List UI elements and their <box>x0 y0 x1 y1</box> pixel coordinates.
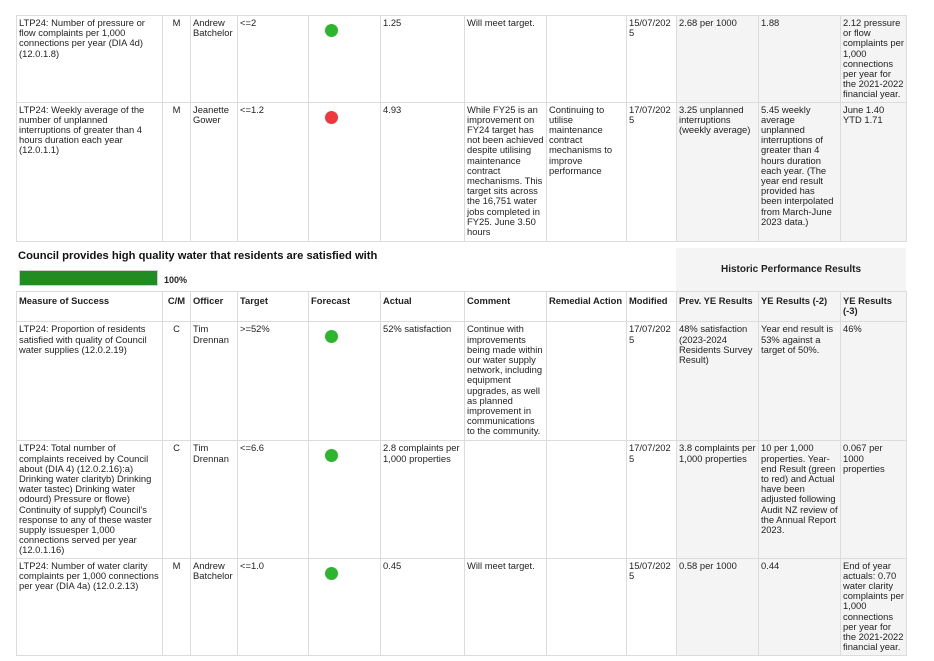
cell-actual: 52% satisfaction <box>380 321 465 442</box>
column-header-ye2: YE Results (-2) <box>758 290 841 323</box>
historic-performance-header: Historic Performance Results <box>676 248 906 291</box>
cell-comment: Will meet target. <box>464 15 547 103</box>
cell-officer: Andrew Batchelor <box>190 557 238 656</box>
forecast-green-dot-icon <box>325 330 338 344</box>
cell-comment: Will meet target. <box>464 557 547 656</box>
column-header-actual: Actual <box>380 290 465 323</box>
cell-ye2: 0.44 <box>758 557 841 656</box>
cell-prev-ye: 0.58 per 1000 <box>676 557 759 656</box>
table-row: LTP24: Number of pressure or flow compla… <box>16 15 907 103</box>
cell-comment <box>464 440 547 559</box>
cell-officer: Jeanette Gower <box>190 101 238 242</box>
cell-modified: 17/07/2025 <box>626 440 677 559</box>
cell-cm: M <box>162 557 191 656</box>
column-header-remedial: Remedial Action <box>546 290 627 323</box>
cell-prev-ye: 48% satisfaction (2023-2024 Residents Su… <box>676 321 759 442</box>
cell-ye3: 46% <box>840 321 907 442</box>
forecast-green-dot-icon <box>325 566 338 580</box>
progress-fill <box>20 271 157 285</box>
cell-target: <=1.0 <box>237 557 309 656</box>
cell-forecast <box>308 15 381 103</box>
cell-modified: 15/07/2025 <box>626 557 677 656</box>
cell-officer: Tim Drennan <box>190 321 238 442</box>
cell-cm: M <box>162 15 191 103</box>
progress-bar <box>19 270 158 286</box>
cell-remedial: Continuing to utilise maintenance contra… <box>546 101 627 242</box>
column-header-measure: Measure of Success <box>16 290 163 323</box>
column-header-forecast: Forecast <box>308 290 381 323</box>
table-row: LTP24: Weekly average of the number of u… <box>16 101 907 242</box>
cell-ye2: 10 per 1,000 properties. Year-end Result… <box>758 440 841 559</box>
column-header-prev-ye: Prev. YE Results <box>676 290 759 323</box>
cell-forecast <box>308 557 381 656</box>
cell-prev-ye: 3.8 complaints per 1,000 properties <box>676 440 759 559</box>
performance-table-water-quality: Measure of Success C/M Officer Target Foreca… <box>16 290 907 656</box>
cell-ye2: 5.45 weekly average unplanned interrupti… <box>758 101 841 242</box>
cell-ye3: June 1.40 YTD 1.71 <box>840 101 907 242</box>
cell-cm: C <box>162 321 191 442</box>
cell-comment: Continue with improvements being made wi… <box>464 321 547 442</box>
cell-actual: 4.93 <box>380 101 465 242</box>
cell-remedial <box>546 557 627 656</box>
cell-prev-ye: 3.25 unplanned interruptions (weekly ave… <box>676 101 759 242</box>
column-header-comment: Comment <box>464 290 547 323</box>
column-header-target: Target <box>237 290 309 323</box>
cell-target: >=52% <box>237 321 309 442</box>
column-header-officer: Officer <box>190 290 238 323</box>
cell-ye2: 1.88 <box>758 15 841 103</box>
header-row: Measure of Success C/M Officer Target Foreca… <box>16 290 907 323</box>
performance-table-water-supply: LTP24: Number of pressure or flow compla… <box>16 15 907 242</box>
table-row: LTP24: Total number of complaints receiv… <box>16 440 907 559</box>
cell-cm: C <box>162 440 191 559</box>
forecast-green-dot-icon <box>325 24 338 37</box>
cell-measure: LTP24: Weekly average of the number of u… <box>16 101 163 242</box>
cell-forecast <box>308 440 381 559</box>
cell-target: <=2 <box>237 15 309 103</box>
cell-measure: LTP24: Proportion of residents satisfied… <box>16 321 163 442</box>
column-header-ye3: YE Results (-3) <box>840 290 907 323</box>
table-row: LTP24: Proportion of residents satisfied… <box>16 321 907 442</box>
cell-measure: LTP24: Number of water clarity complaint… <box>16 557 163 656</box>
cell-ye3: 2.12 pressure or flow complaints per 1,0… <box>840 15 907 103</box>
cell-actual: 1.25 <box>380 15 465 103</box>
cell-modified: 15/07/2025 <box>626 15 677 103</box>
cell-ye2: Year end result is 53% against a target … <box>758 321 841 442</box>
cell-actual: 2.8 complaints per 1,000 properties <box>380 440 465 559</box>
cell-ye3: End of year actuals: 0.70 water clarity … <box>840 557 907 656</box>
cell-remedial <box>546 321 627 442</box>
cell-forecast <box>308 321 381 442</box>
cell-officer: Andrew Batchelor <box>190 15 238 103</box>
cell-modified: 17/07/2025 <box>626 101 677 242</box>
forecast-green-dot-icon <box>325 449 338 463</box>
cell-modified: 17/07/2025 <box>626 321 677 442</box>
cell-target: <=6.6 <box>237 440 309 559</box>
cell-cm: M <box>162 101 191 242</box>
cell-actual: 0.45 <box>380 557 465 656</box>
cell-forecast <box>308 101 381 242</box>
cell-measure: LTP24: Number of pressure or flow compla… <box>16 15 163 103</box>
cell-remedial <box>546 15 627 103</box>
cell-ye3: 0.067 per 1000 properties <box>840 440 907 559</box>
progress-label: 100% <box>164 275 188 285</box>
cell-prev-ye: 2.68 per 1000 <box>676 15 759 103</box>
table-row: LTP24: Number of water clarity complaint… <box>16 557 907 656</box>
cell-officer: Tim Drennan <box>190 440 238 559</box>
cell-remedial <box>546 440 627 559</box>
cell-measure: LTP24: Total number of complaints receiv… <box>16 440 163 559</box>
column-header-modified: Modified <box>626 290 677 323</box>
column-header-cm: C/M <box>162 290 191 323</box>
cell-comment: While FY25 is an improvement on FY24 tar… <box>464 101 547 242</box>
forecast-red-dot-icon <box>325 110 338 124</box>
section-title: Council provides high quality water that… <box>18 250 378 262</box>
cell-target: <=1.2 <box>237 101 309 242</box>
